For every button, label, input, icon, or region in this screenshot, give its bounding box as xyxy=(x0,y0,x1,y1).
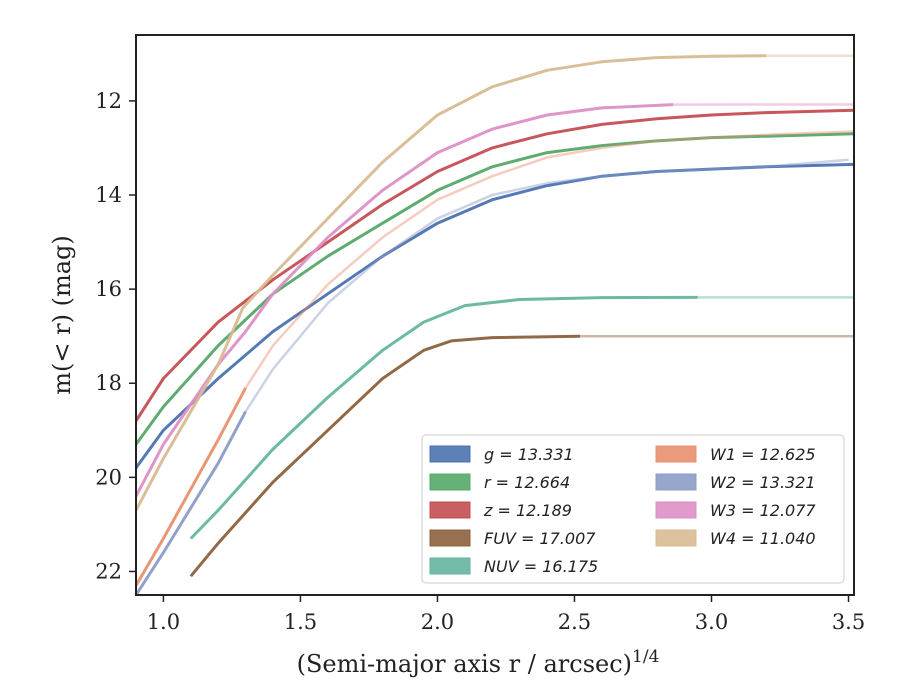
x-tick-label: 1.0 xyxy=(147,610,180,634)
legend-swatch-r xyxy=(429,473,471,491)
legend: g = 13.331 r = 12.664 z = 12.189 FUV = 17.0… xyxy=(421,434,845,584)
series-g-line xyxy=(136,162,854,469)
series-w2-line xyxy=(136,410,247,595)
x-axis-title-main: (Semi-major axis r / arcsec) xyxy=(297,650,632,678)
x-axis-title: (Semi-major axis r / arcsec)1/4 xyxy=(297,647,660,678)
y-axis-ticks: 12 14 16 18 20 22 xyxy=(95,89,136,583)
series-w2-extension xyxy=(244,158,849,413)
y-tick-label: 22 xyxy=(95,559,122,583)
legend-swatch-w2 xyxy=(655,473,697,491)
series-fuv-line xyxy=(189,334,581,578)
y-axis-title: m(< r) (mag) xyxy=(48,235,76,394)
legend-label-w2: W2 = 13.321 xyxy=(710,473,816,492)
x-tick-label: 3.5 xyxy=(832,610,865,634)
y-tick-label: 16 xyxy=(95,277,122,301)
legend-label-g: g = 13.331 xyxy=(484,445,574,464)
x-axis-title-superscript: 1/4 xyxy=(632,647,659,667)
plot-frame xyxy=(135,34,855,596)
y-tick-label: 18 xyxy=(95,371,122,395)
series-w1-line xyxy=(136,387,247,587)
series-r-line xyxy=(136,132,854,446)
legend-label-fuv: FUV = 17.007 xyxy=(484,529,596,548)
legend-swatch-w1 xyxy=(655,445,697,463)
x-tick-label: 1.5 xyxy=(284,610,317,634)
legend-swatch-fuv xyxy=(429,529,471,547)
series-z-line xyxy=(136,108,854,422)
y-tick-label: 12 xyxy=(95,89,122,113)
legend-label-w3: W3 = 12.077 xyxy=(710,501,816,520)
legend-label-w1: W1 = 12.625 xyxy=(710,445,816,464)
x-axis-ticks: 1.0 1.5 2.0 2.5 3.0 3.5 xyxy=(147,595,865,634)
legend-frame xyxy=(421,434,845,584)
y-tick-label: 14 xyxy=(95,183,122,207)
legend-swatch-nuv xyxy=(429,557,471,575)
x-tick-label: 3.0 xyxy=(695,610,728,634)
legend-swatch-g xyxy=(429,445,471,463)
legend-swatch-w4 xyxy=(655,529,697,547)
legend-label-z: z = 12.189 xyxy=(483,501,572,520)
x-tick-label: 2.0 xyxy=(421,610,454,634)
legend-swatch-w3 xyxy=(655,501,697,519)
series-layer xyxy=(136,54,854,595)
legend-label-w4: W4 = 11.040 xyxy=(710,529,816,548)
y-tick-label: 20 xyxy=(95,465,122,489)
series-nuv-line xyxy=(189,295,698,540)
legend-label-r: r = 12.664 xyxy=(484,473,570,492)
series-w4-line xyxy=(136,54,767,512)
legend-label-nuv: NUV = 16.175 xyxy=(484,557,598,576)
x-tick-label: 2.5 xyxy=(558,610,591,634)
legend-swatch-z xyxy=(429,501,471,519)
series-w1-extension xyxy=(244,130,854,389)
